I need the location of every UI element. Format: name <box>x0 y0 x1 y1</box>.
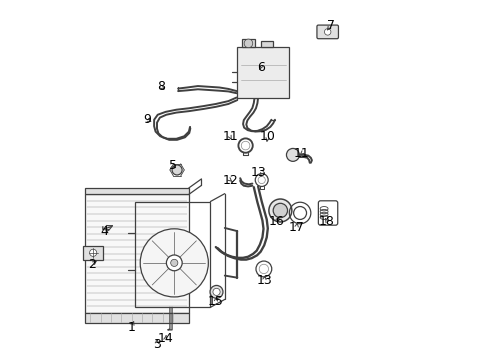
Circle shape <box>166 255 182 271</box>
Text: 4: 4 <box>101 225 108 238</box>
Text: 1: 1 <box>127 320 135 333</box>
Bar <box>241 40 255 47</box>
Text: 15: 15 <box>207 296 224 309</box>
Circle shape <box>244 39 252 48</box>
Circle shape <box>286 148 299 161</box>
Bar <box>85 194 188 313</box>
Bar <box>135 202 210 307</box>
Text: 8: 8 <box>157 80 165 93</box>
Bar <box>85 313 188 323</box>
Text: 17: 17 <box>288 221 304 234</box>
Circle shape <box>89 249 97 256</box>
Text: 18: 18 <box>318 215 334 228</box>
Text: 11: 11 <box>293 147 309 159</box>
Bar <box>83 246 102 260</box>
Bar <box>85 188 188 194</box>
Text: 14: 14 <box>158 332 173 345</box>
Circle shape <box>140 229 208 297</box>
FancyBboxPatch shape <box>237 47 289 98</box>
Circle shape <box>273 203 287 218</box>
Text: 11: 11 <box>222 130 238 144</box>
Text: 12: 12 <box>222 174 238 186</box>
Text: 10: 10 <box>259 130 275 144</box>
Circle shape <box>212 288 220 296</box>
Text: 6: 6 <box>256 60 264 73</box>
Text: 3: 3 <box>152 338 160 351</box>
Bar <box>260 41 273 47</box>
Text: 16: 16 <box>268 215 284 228</box>
Text: 5: 5 <box>168 159 177 172</box>
Text: 13: 13 <box>250 166 266 179</box>
Circle shape <box>170 259 178 266</box>
Circle shape <box>324 29 330 35</box>
Text: 7: 7 <box>326 19 334 32</box>
Circle shape <box>268 199 291 222</box>
Circle shape <box>172 165 182 175</box>
FancyBboxPatch shape <box>316 25 338 39</box>
Text: 9: 9 <box>143 113 151 126</box>
Circle shape <box>210 285 223 298</box>
Text: 2: 2 <box>88 258 96 271</box>
Text: 13: 13 <box>256 274 271 287</box>
